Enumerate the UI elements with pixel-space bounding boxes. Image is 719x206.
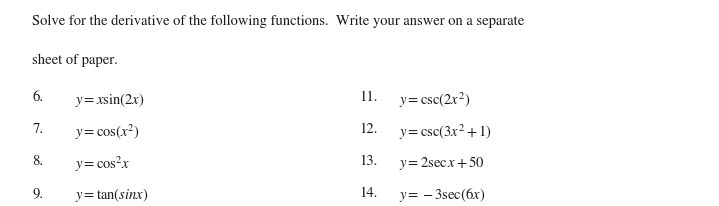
Text: sheet of paper.: sheet of paper. [32,54,118,67]
Text: $y = \csc(3x^2 + 1)$: $y = \csc(3x^2 + 1)$ [399,123,492,142]
Text: 9.: 9. [32,186,43,200]
Text: $y = \csc(2x^2)$: $y = \csc(2x^2)$ [399,91,470,110]
Text: 7.: 7. [32,123,43,136]
Text: $y = x\sin(2x)$: $y = x\sin(2x)$ [75,91,145,109]
Text: $y = \cos(x^2)$: $y = \cos(x^2)$ [75,123,140,142]
Text: 11.: 11. [360,91,378,104]
Text: 14.: 14. [360,186,377,200]
Text: $y = -3\sec(6x)$: $y = -3\sec(6x)$ [399,186,485,204]
Text: 6.: 6. [32,91,43,104]
Text: 12.: 12. [360,123,378,136]
Text: 8.: 8. [32,154,43,168]
Text: $y = \cos^2\!x$: $y = \cos^2\!x$ [75,154,131,174]
Text: Solve for the derivative of the following functions.  Write your answer on a sep: Solve for the derivative of the followin… [32,14,525,28]
Text: 13.: 13. [360,154,377,168]
Text: $y = 2\sec x + 50$: $y = 2\sec x + 50$ [399,154,485,172]
Text: $y = \tan(\mathit{sin}x)$: $y = \tan(\mathit{sin}x)$ [75,186,149,204]
